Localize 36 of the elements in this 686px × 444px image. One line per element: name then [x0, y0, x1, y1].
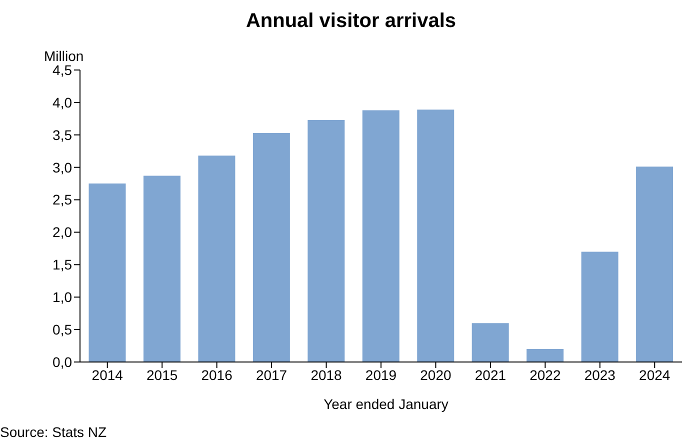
y-tick-label: 3,0 — [52, 159, 72, 176]
y-tick-label: 4,5 — [52, 62, 72, 78]
y-tick-label: 2,0 — [52, 224, 72, 240]
chart-title: Annual visitor arrivals — [244, 10, 458, 33]
x-tick-label: 2024 — [639, 366, 670, 383]
source-note: Source: Stats NZ — [0, 424, 107, 440]
x-tick-label: 2015 — [146, 366, 178, 383]
bar — [362, 110, 400, 362]
y-tick-label: 0,5 — [52, 322, 72, 338]
x-tick-label: 2023 — [584, 366, 616, 383]
x-tick-label: 2018 — [310, 366, 342, 383]
x-tick-label: 2019 — [365, 366, 397, 383]
x-axis-title: Year ended January — [322, 396, 450, 412]
bar — [526, 349, 564, 362]
y-tick-label: 1,0 — [52, 289, 72, 306]
x-tick-label: 2022 — [530, 366, 561, 383]
bar — [88, 184, 126, 362]
x-tick-label: 2016 — [201, 366, 233, 383]
y-axis-title: Million — [44, 48, 84, 64]
x-tick-label: 2017 — [256, 366, 288, 383]
y-tick-label: 0,0 — [52, 354, 72, 370]
y-tick-label: 1,5 — [52, 256, 72, 273]
x-tick-label: 2021 — [474, 366, 506, 383]
bar — [198, 156, 236, 362]
bar — [143, 176, 180, 362]
y-tick-label: 4,0 — [52, 94, 72, 110]
x-tick-label: 2014 — [92, 366, 124, 383]
bar — [472, 323, 509, 362]
bar — [636, 166, 674, 362]
bar — [252, 132, 290, 362]
bar — [308, 120, 345, 362]
x-tick-label: 2020 — [420, 366, 452, 383]
y-tick-label: 2,5 — [52, 192, 72, 208]
y-tick-label: 3,5 — [52, 126, 72, 143]
bar — [417, 110, 454, 362]
bar — [581, 252, 618, 362]
